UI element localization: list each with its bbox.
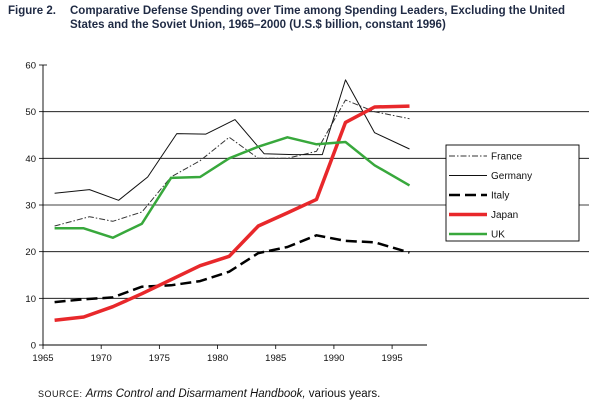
series-line-germany bbox=[54, 79, 410, 201]
figure-title: Comparative Defense Spending over Time a… bbox=[70, 5, 566, 31]
x-tick-label-1965: 1965 bbox=[32, 353, 53, 364]
source-label: SOURCE: bbox=[38, 389, 83, 399]
source-title: Arms Control and Disarmament Handbook, bbox=[85, 388, 306, 400]
x-tick-label-1990: 1990 bbox=[323, 353, 344, 364]
y-tick-label-20: 20 bbox=[25, 247, 36, 258]
series-line-italy bbox=[54, 234, 410, 304]
y-tick-label-10: 10 bbox=[25, 294, 36, 305]
x-tick-label-1975: 1975 bbox=[149, 353, 170, 364]
y-tick-label-50: 50 bbox=[25, 107, 36, 118]
series-line-uk bbox=[54, 136, 411, 239]
y-tick-label-40: 40 bbox=[25, 154, 36, 165]
y-tick-label-0: 0 bbox=[31, 341, 36, 352]
y-tick-label-30: 30 bbox=[25, 201, 36, 212]
legend-label-japan: Japan bbox=[491, 210, 518, 221]
legend-label-uk: UK bbox=[491, 230, 505, 241]
legend-label-italy: Italy bbox=[491, 191, 509, 202]
legend: France Germany Italy Japan UK bbox=[445, 144, 580, 242]
figure-label: Figure 2. bbox=[8, 5, 56, 17]
series-lines bbox=[54, 79, 411, 323]
x-tick-label-1980: 1980 bbox=[207, 353, 228, 364]
y-tick-label-60: 60 bbox=[25, 61, 36, 72]
series-line-france bbox=[54, 99, 410, 227]
legend-box bbox=[445, 144, 580, 242]
legend-label-germany: Germany bbox=[491, 171, 532, 182]
legend-label-france: France bbox=[491, 152, 523, 163]
x-tick-label-1995: 1995 bbox=[382, 353, 403, 364]
source-note: SOURCE: Arms Control and Disarmament Han… bbox=[38, 388, 380, 400]
x-tick-label-1985: 1985 bbox=[265, 353, 286, 364]
x-tick-label-1970: 1970 bbox=[91, 353, 112, 364]
source-rest: various years. bbox=[308, 388, 381, 400]
series-line-japan bbox=[54, 104, 410, 323]
axes: 0 10 20 30 40 50 60 1965 1970 1975 1980 1985 1990 199… bbox=[25, 61, 427, 364]
